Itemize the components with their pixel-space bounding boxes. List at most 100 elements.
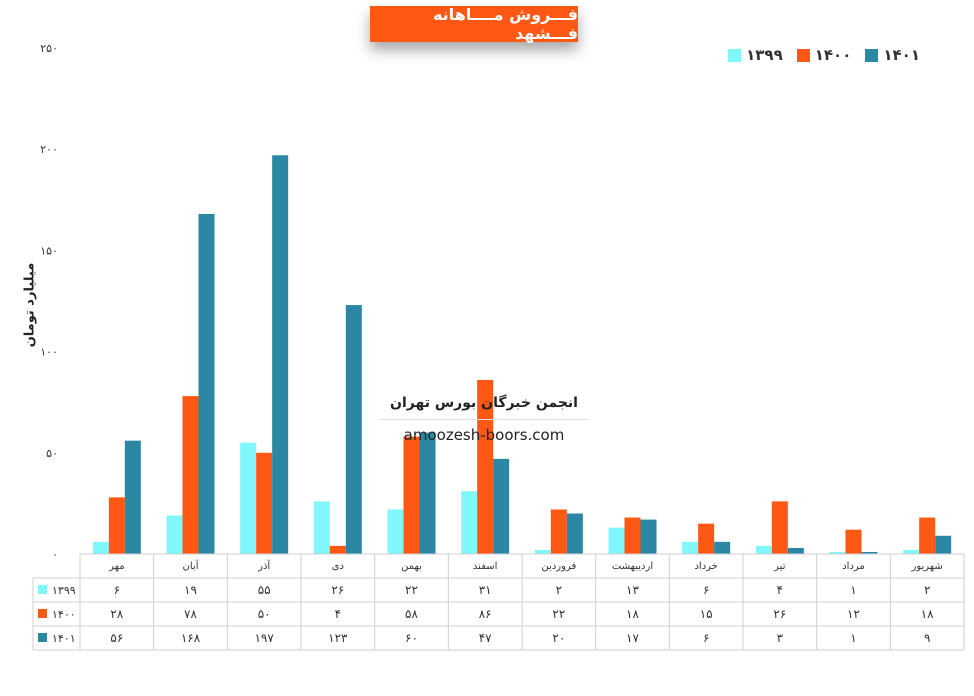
legend-label-1400: ۱۴۰۰ xyxy=(814,46,852,64)
table-series-name: ۱۳۹۹ xyxy=(52,584,76,597)
bar-۱۴۰۱-5 xyxy=(493,458,510,554)
x-tick-label: شهریور xyxy=(911,561,943,572)
data-label-۱۴۰۰-7: ۱۸ xyxy=(626,607,639,621)
y-tick-label: ۵۰ xyxy=(46,447,58,460)
data-label-۱۴۰۰-10: ۱۲ xyxy=(847,607,860,621)
bar-۱۳۹۹-11 xyxy=(903,549,920,554)
data-label-۱۳۹۹-4: ۲۲ xyxy=(405,583,418,597)
legend-label-1399: ۱۳۹۹ xyxy=(746,46,783,64)
data-label-۱۳۹۹-2: ۵۵ xyxy=(258,583,271,597)
data-label-۱۳۹۹-7: ۱۳ xyxy=(626,583,639,597)
x-tick-label: فروردین xyxy=(541,561,576,572)
data-label-۱۴۰۱-1: ۱۶۸ xyxy=(181,631,201,645)
bar-۱۳۹۹-6 xyxy=(534,549,551,554)
data-label-۱۴۰۰-9: ۲۶ xyxy=(773,607,786,621)
data-label-۱۳۹۹-11: ۲ xyxy=(924,583,930,597)
table-swatch-۱۴۰۰ xyxy=(38,609,47,618)
data-label-۱۳۹۹-10: ۱ xyxy=(850,583,856,597)
bar-۱۴۰۰-8 xyxy=(698,523,715,554)
data-label-۱۴۰۰-3: ۴ xyxy=(335,607,341,621)
data-label-۱۴۰۱-3: ۱۲۳ xyxy=(328,631,348,645)
bar-۱۴۰۱-9 xyxy=(787,547,804,554)
bar-۱۳۹۹-1 xyxy=(166,515,183,554)
x-tick-label: خرداد xyxy=(694,561,717,572)
bar-۱۴۰۰-7 xyxy=(624,517,641,554)
data-label-۱۴۰۰-1: ۷۸ xyxy=(184,607,197,621)
y-tick-label: ۲۵۰ xyxy=(40,42,58,55)
bar-۱۴۰۱-8 xyxy=(714,541,731,554)
data-label-۱۴۰۱-2: ۱۹۷ xyxy=(254,631,274,645)
bar-۱۴۰۱-3 xyxy=(345,305,362,554)
data-label-۱۴۰۱-8: ۶ xyxy=(703,631,709,645)
bar-۱۳۹۹-2 xyxy=(240,442,257,554)
legend-item-1399: ۱۳۹۹ xyxy=(728,46,783,64)
data-label-۱۴۰۱-7: ۱۷ xyxy=(626,631,639,645)
bar-۱۳۹۹-3 xyxy=(313,501,330,554)
data-label-۱۴۰۱-4: ۶۰ xyxy=(405,631,418,645)
data-label-۱۴۰۰-4: ۵۸ xyxy=(405,607,418,621)
watermark-url: amoozesh-boors.com xyxy=(403,426,565,444)
x-tick-label: اردیبهشت xyxy=(612,561,653,572)
x-tick-label: دی xyxy=(332,561,344,572)
bar-۱۴۰۰-2 xyxy=(256,452,273,554)
legend-swatch-1400 xyxy=(796,48,810,62)
bar-۱۳۹۹-7 xyxy=(608,527,625,554)
y-tick-label: ۱۵۰ xyxy=(40,244,58,257)
table-series-name: ۱۴۰۰ xyxy=(52,608,76,621)
bar-۱۴۰۰-9 xyxy=(771,501,788,554)
bar-۱۳۹۹-4 xyxy=(387,509,404,554)
legend: ۱۳۹۹ ۱۴۰۰ ۱۴۰۱ xyxy=(728,46,920,64)
legend-item-1400: ۱۴۰۰ xyxy=(796,46,852,64)
bar-۱۳۹۹-5 xyxy=(461,491,478,554)
bar-۱۴۰۰-3 xyxy=(329,545,346,554)
bar-۱۴۰۱-7 xyxy=(640,519,657,554)
x-tick-label: مرداد xyxy=(842,561,865,572)
x-tick-label: آذر xyxy=(257,559,271,572)
data-label-۱۴۰۱-0: ۵۶ xyxy=(110,631,123,645)
data-label-۱۳۹۹-5: ۳۱ xyxy=(479,583,492,597)
bar-۱۳۹۹-0 xyxy=(92,541,109,554)
bar-۱۴۰۱-6 xyxy=(566,513,583,554)
watermark: انجمن خبرگان بورس تهران amoozesh-boors.c… xyxy=(380,395,588,444)
bar-۱۴۰۰-5 xyxy=(477,379,494,554)
watermark-title: انجمن خبرگان بورس تهران xyxy=(380,395,588,420)
bar-۱۴۰۱-10 xyxy=(861,551,878,554)
bar-۱۴۰۱-0 xyxy=(124,440,141,554)
bar-۱۴۰۰-6 xyxy=(550,509,567,554)
bar-۱۴۰۱-4 xyxy=(419,432,436,554)
table-swatch-۱۳۹۹ xyxy=(38,585,47,594)
y-tick-label: ۰ xyxy=(52,548,58,561)
bar-۱۴۰۰-1 xyxy=(182,396,199,554)
legend-swatch-1401 xyxy=(865,48,879,62)
bar-۱۴۰۱-11 xyxy=(935,535,952,554)
legend-label-1401: ۱۴۰۱ xyxy=(883,46,920,64)
x-tick-label: اسفند xyxy=(473,561,497,572)
data-label-۱۴۰۱-11: ۹ xyxy=(924,631,930,645)
data-label-۱۴۰۱-5: ۴۷ xyxy=(479,631,492,645)
x-tick-label: آبان xyxy=(183,559,200,572)
data-label-۱۴۰۰-11: ۱۸ xyxy=(921,607,934,621)
data-label-۱۳۹۹-6: ۲ xyxy=(556,583,562,597)
bar-۱۳۹۹-10 xyxy=(829,551,846,554)
y-tick-label: ۲۰۰ xyxy=(40,143,58,156)
data-label-۱۴۰۰-8: ۱۵ xyxy=(700,607,713,621)
legend-swatch-1399 xyxy=(728,48,742,62)
data-label-۱۳۹۹-3: ۲۶ xyxy=(331,583,344,597)
bar-۱۳۹۹-9 xyxy=(755,545,772,554)
x-tick-label: بهمن xyxy=(401,561,422,572)
y-tick-label: ۱۰۰ xyxy=(40,346,58,359)
data-label-۱۴۰۱-9: ۳ xyxy=(777,631,784,645)
data-label-۱۴۰۰-2: ۵۰ xyxy=(258,607,271,621)
bar-۱۳۹۹-8 xyxy=(682,541,699,554)
data-label-۱۴۰۰-5: ۸۶ xyxy=(479,607,492,621)
data-label-۱۴۰۱-6: ۲۰ xyxy=(552,631,565,645)
data-label-۱۴۰۰-0: ۲۸ xyxy=(110,607,123,621)
data-label-۱۳۹۹-8: ۶ xyxy=(703,583,709,597)
bar-۱۴۰۰-0 xyxy=(108,497,125,554)
bar-۱۴۰۰-4 xyxy=(403,436,420,554)
data-label-۱۳۹۹-9: ۴ xyxy=(777,583,783,597)
chart-title: فـــروش مــــاهانه فـــشهد xyxy=(370,5,578,43)
x-tick-label: تیر xyxy=(773,561,786,572)
table-series-name: ۱۴۰۱ xyxy=(52,632,76,645)
